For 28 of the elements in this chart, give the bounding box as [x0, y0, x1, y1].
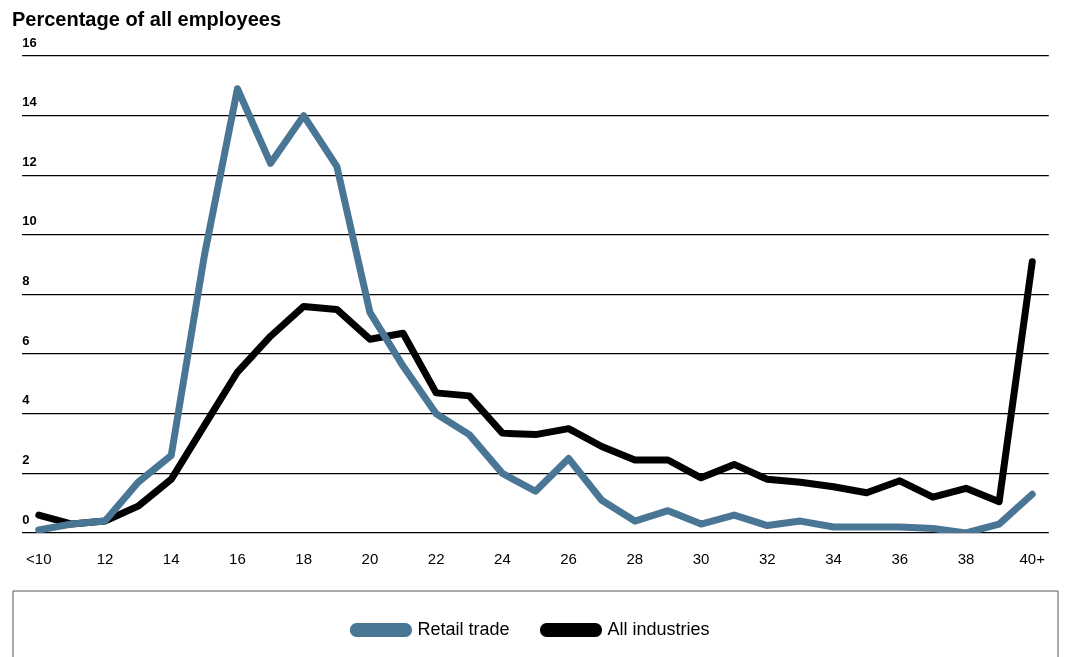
y-tick-label: 6: [22, 332, 30, 348]
x-tick-label: <10: [26, 550, 52, 568]
x-tick-label: 40+: [1019, 550, 1046, 568]
x-tick-label: 38: [957, 550, 975, 568]
x-tick-label: 26: [560, 550, 577, 568]
x-tick-label: 32: [758, 550, 776, 568]
y-tick-label: 0: [22, 511, 30, 527]
x-tick-label: 18: [295, 550, 313, 568]
x-tick-label: 12: [96, 550, 114, 568]
x-tick-label: 28: [626, 550, 644, 568]
x-tick-label: 36: [891, 550, 909, 568]
x-tick-label: 20: [361, 550, 379, 568]
y-tick-label: 2: [22, 451, 30, 467]
x-tick-label: 34: [825, 550, 842, 568]
x-tick-label: 24: [494, 550, 511, 568]
y-tick-label: 12: [22, 153, 37, 169]
y-tick-label: 16: [22, 34, 37, 50]
x-tick-label: 16: [229, 550, 246, 568]
x-tick-label: 30: [692, 550, 710, 568]
y-tick-label: 14: [22, 94, 38, 110]
x-tick-label: 14: [162, 550, 180, 568]
y-tick-label: 10: [22, 213, 37, 229]
legend-label: All industries: [607, 618, 710, 639]
legend-label: Retail trade: [417, 618, 510, 639]
x-tick-label: 22: [427, 550, 445, 568]
y-tick-label: 4: [22, 392, 31, 408]
chart-title: Percentage of all employees: [12, 7, 282, 30]
y-tick-label: 8: [22, 273, 30, 289]
